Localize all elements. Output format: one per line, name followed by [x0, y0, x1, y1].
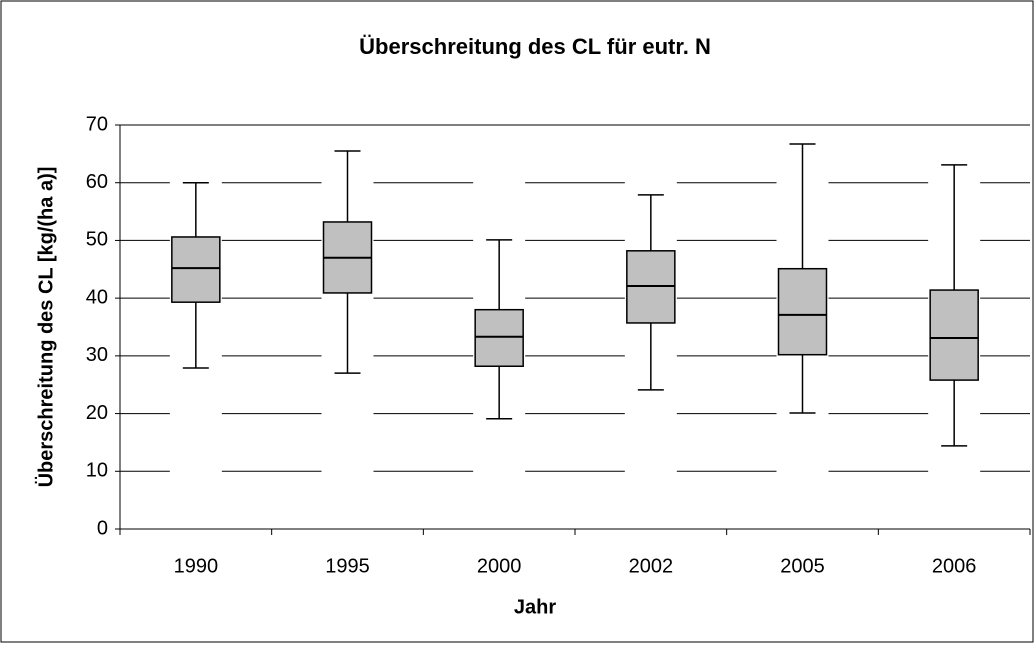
- y-tick-label: 30: [86, 344, 108, 366]
- x-tick-label: 2000: [477, 555, 522, 577]
- y-tick-label: 60: [86, 171, 108, 193]
- x-tick-label: 2002: [629, 555, 674, 577]
- y-axis-label: Überschreitung des CL [kg/(ha a)]: [34, 167, 57, 488]
- y-tick-label: 50: [86, 229, 108, 251]
- box: [777, 267, 828, 356]
- box: [929, 289, 979, 381]
- y-tick-label: 0: [97, 517, 108, 539]
- y-tick-label: 20: [86, 402, 108, 424]
- x-axis-label: Jahr: [514, 596, 556, 618]
- x-tick-label: 2006: [932, 555, 977, 577]
- chart-title: Überschreitung des CL für eutr. N: [359, 34, 711, 59]
- box: [474, 308, 524, 367]
- y-tick-label: 40: [86, 286, 108, 308]
- x-tick-label: 1995: [325, 555, 370, 577]
- x-tick-label: 2005: [780, 555, 825, 577]
- x-tick-label: 1990: [174, 555, 219, 577]
- y-tick-label: 10: [86, 460, 108, 482]
- box: [171, 236, 221, 303]
- y-tick-label: 70: [86, 113, 108, 135]
